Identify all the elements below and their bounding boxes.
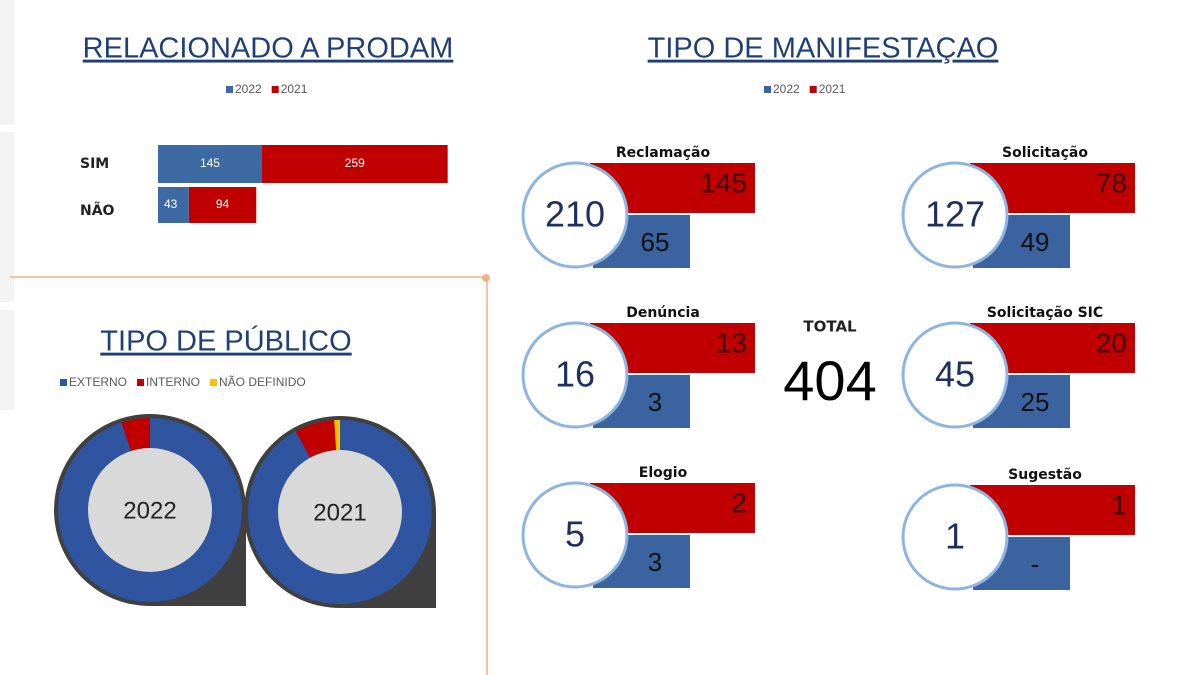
legend-swatch <box>809 86 817 93</box>
value-2022: 49 <box>1021 227 1050 257</box>
total-label: TOTAL <box>803 318 857 336</box>
legend-swatch <box>60 379 67 386</box>
side-stripe <box>0 0 14 125</box>
donut-segment <box>334 420 340 451</box>
total-circle <box>901 321 1009 429</box>
donut-segment <box>58 418 243 602</box>
value-2022: 3 <box>648 387 662 417</box>
legend-label: 2022 <box>235 82 262 96</box>
side-stripe <box>0 310 14 410</box>
value-2022: 25 <box>1021 387 1050 417</box>
legend-swatch <box>271 86 279 93</box>
legend-swatch <box>210 379 218 386</box>
card-label: Sugestão <box>1008 467 1082 483</box>
legend-label: 2022 <box>773 82 800 96</box>
value-2021: 78 <box>1096 167 1127 198</box>
donut-segment <box>248 420 433 604</box>
bar <box>158 187 189 223</box>
total-circle <box>521 321 629 429</box>
card-label: Solicitação <box>1002 145 1088 161</box>
card-label: Reclamação <box>616 145 711 161</box>
total-value: 16 <box>555 354 595 395</box>
chart-title: TIPO DE MANIFESTAÇAO <box>648 33 999 65</box>
legend-swatch <box>226 86 233 93</box>
value-2022: 3 <box>648 547 662 577</box>
value-2021: 2 <box>731 487 747 518</box>
total-value: 1 <box>945 516 965 557</box>
card-label: Solicitação SIC <box>987 305 1103 321</box>
total-circle <box>521 161 629 269</box>
value-2022: 65 <box>641 227 670 257</box>
donut-hole <box>88 448 212 572</box>
bar-label: 259 <box>345 156 365 170</box>
card-label: Elogio <box>639 465 688 481</box>
legend-swatch <box>764 86 771 93</box>
total-circle <box>901 483 1009 591</box>
chart-title: RELACIONADO A PRODAM <box>83 33 454 65</box>
donut-hole <box>278 450 402 574</box>
total-value: 5 <box>565 514 585 555</box>
value-2021: 1 <box>1111 489 1127 520</box>
donut-segment <box>295 420 337 458</box>
side-stripe <box>0 132 14 302</box>
bar <box>188 187 257 223</box>
donut-segment <box>121 418 150 452</box>
category-label: SIM <box>80 156 109 172</box>
card-label: Denúncia <box>626 305 700 321</box>
legend-label: INTERNO <box>146 375 200 389</box>
divider-dot <box>482 274 490 282</box>
donut-label: 2022 <box>123 497 176 524</box>
value-2022: - <box>1031 549 1040 579</box>
total-circle <box>901 161 1009 269</box>
bar-label: 145 <box>200 156 220 170</box>
chart-title: TIPO DE PÚBLICO <box>100 325 351 358</box>
bar <box>158 145 262 183</box>
value-2021: 145 <box>700 167 747 198</box>
legend-label: 2021 <box>281 82 308 96</box>
value-2021: 13 <box>716 327 747 358</box>
bar-label: 43 <box>164 197 178 211</box>
bar <box>261 145 448 183</box>
legend-label: 2021 <box>819 82 846 96</box>
bar-label: 94 <box>216 197 230 211</box>
total-value: 404 <box>783 349 876 412</box>
total-value: 210 <box>545 194 605 235</box>
category-label: NÃO <box>80 202 115 219</box>
donut-label: 2021 <box>313 499 366 526</box>
total-value: 127 <box>925 194 985 235</box>
total-circle <box>521 481 629 589</box>
legend-swatch <box>137 379 145 386</box>
legend-label: NÃO DEFINIDO <box>219 375 306 389</box>
value-2021: 20 <box>1096 327 1127 358</box>
total-value: 45 <box>935 354 975 395</box>
legend-label: EXTERNO <box>69 375 127 389</box>
